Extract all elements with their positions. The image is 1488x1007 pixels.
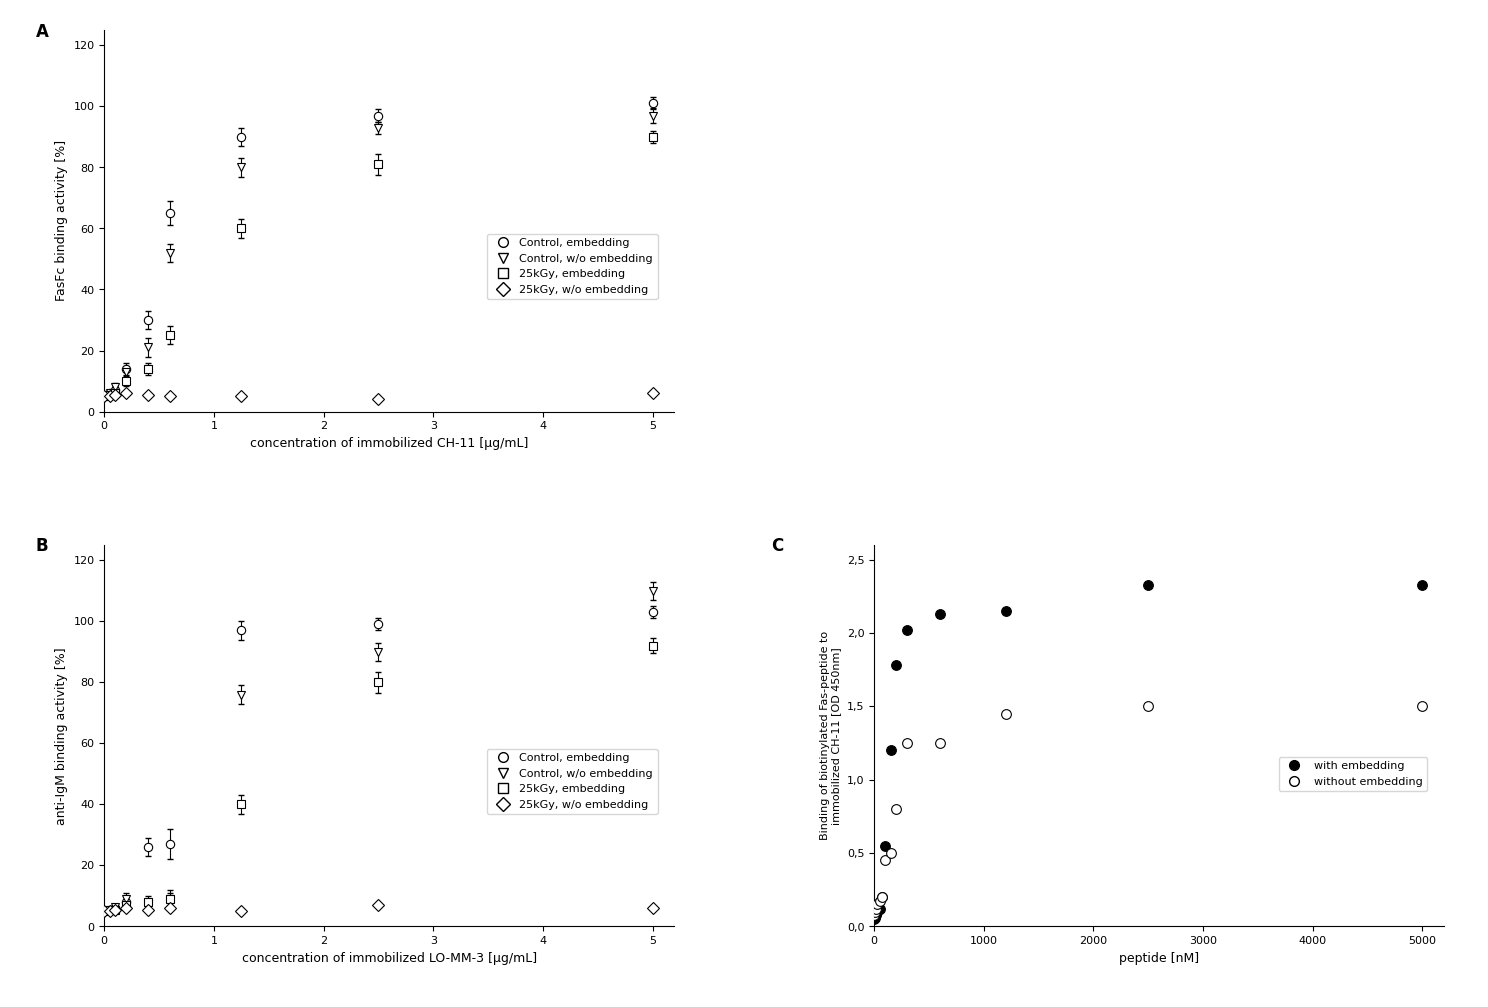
Legend: Control, embedding, Control, w/o embedding, 25kGy, embedding, 25kGy, w/o embeddi: Control, embedding, Control, w/o embeddi… — [487, 234, 658, 299]
X-axis label: concentration of immobilized LO-MM-3 [µg/mL]: concentration of immobilized LO-MM-3 [µg… — [241, 952, 537, 965]
Text: C: C — [771, 538, 783, 556]
Text: A: A — [36, 22, 49, 40]
X-axis label: concentration of immobilized CH-11 [µg/mL]: concentration of immobilized CH-11 [µg/m… — [250, 437, 528, 450]
Text: B: B — [36, 538, 49, 556]
X-axis label: peptide [nM]: peptide [nM] — [1119, 952, 1198, 965]
Legend: Control, embedding, Control, w/o embedding, 25kGy, embedding, 25kGy, w/o embeddi: Control, embedding, Control, w/o embeddi… — [487, 749, 658, 815]
Y-axis label: FasFc binding activity [%]: FasFc binding activity [%] — [55, 140, 68, 301]
Legend: with embedding, without embedding: with embedding, without embedding — [1278, 756, 1427, 792]
Y-axis label: Binding of biotinylated Fas-peptide to
immobilized CH-11 [OD 450nm]: Binding of biotinylated Fas-peptide to i… — [818, 631, 841, 840]
Y-axis label: anti-IgM binding activity [%]: anti-IgM binding activity [%] — [55, 646, 68, 825]
